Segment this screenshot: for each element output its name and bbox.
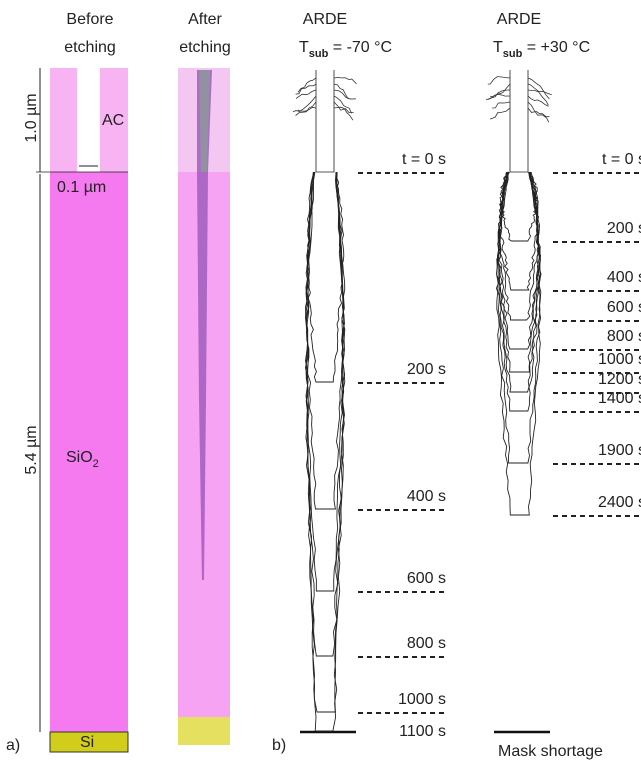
mask-erosion <box>298 107 316 111</box>
mask-erosion <box>488 77 510 85</box>
dimension-label: 1.0 µm <box>23 93 40 142</box>
time-label: 600 s <box>607 299 641 316</box>
temperature-label: Tsub = +30 °C <box>493 39 590 60</box>
time-label: 800 s <box>407 635 446 652</box>
legend-label: Mask shortage <box>498 743 603 760</box>
mask-outline <box>316 70 334 172</box>
temperature-value: = +30 °C <box>522 39 590 56</box>
mask-outline <box>510 70 528 172</box>
time-label: 1400 s <box>598 390 641 407</box>
column-title: After <box>188 11 222 28</box>
temperature-subscript: sub <box>503 48 523 60</box>
column-title: Before <box>66 11 113 28</box>
mask-erosion <box>296 102 316 116</box>
column-title: etching <box>64 39 116 56</box>
dimension-label: 0.1 µm <box>57 179 106 196</box>
temperature-symbol: T <box>299 39 309 56</box>
panel-label: a) <box>6 737 20 754</box>
mask-erosion <box>486 90 510 100</box>
mask-erosion <box>334 84 352 99</box>
time-label: 1900 s <box>598 442 641 459</box>
column-title: ARDE <box>497 11 541 28</box>
time-label: 400 s <box>407 488 446 505</box>
temperature-value: = -70 °C <box>328 39 392 56</box>
material-label: Si <box>80 734 94 751</box>
mask-left <box>50 68 77 172</box>
temperature-label: Tsub = -70 °C <box>299 39 392 60</box>
column-title: ARDE <box>303 11 347 28</box>
figure: Before etching After etching 1.0 µm 5.4 … <box>0 0 641 763</box>
time-label: 1000 s <box>598 351 641 368</box>
time-label: 1000 s <box>398 691 446 708</box>
mask-erosion <box>528 78 549 99</box>
time-label: 400 s <box>607 269 641 286</box>
temperature-subscript: sub <box>309 48 329 60</box>
time-label: t = 0 s <box>602 151 641 168</box>
etch-profile <box>306 172 345 731</box>
time-label: 1100 s <box>399 723 446 740</box>
substrate-after <box>178 717 230 745</box>
mask-erosion <box>492 102 510 108</box>
time-label: 200 s <box>607 220 641 237</box>
mask-erosion <box>334 78 357 84</box>
time-label: 2400 s <box>598 494 641 511</box>
mask-erosion <box>490 108 510 119</box>
etch-profile <box>306 172 345 712</box>
time-label: 200 s <box>407 361 446 378</box>
time-label: 600 s <box>407 570 446 587</box>
material-subscript: 2 <box>93 458 99 470</box>
profiles <box>293 70 552 731</box>
dimension-label: 5.4 µm <box>23 425 40 474</box>
time-label: 800 s <box>607 328 641 345</box>
time-label: 1200 s <box>598 371 641 388</box>
temperature-symbol: T <box>493 39 503 56</box>
column-title: etching <box>179 39 231 56</box>
material-label: SiO <box>66 449 93 466</box>
material-label: AC <box>102 112 124 129</box>
panel-label: b) <box>272 737 286 754</box>
time-label: t = 0 s <box>402 151 446 168</box>
